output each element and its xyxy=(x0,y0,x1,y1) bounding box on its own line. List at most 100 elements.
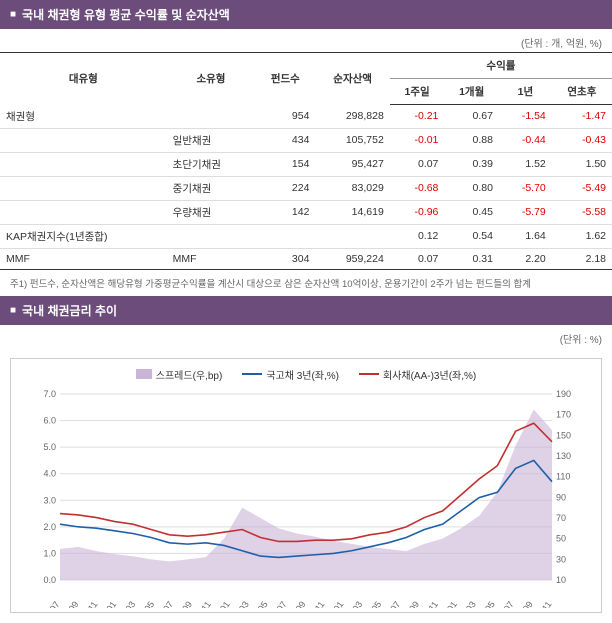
svg-text:19/03: 19/03 xyxy=(116,599,137,608)
svg-text:20/09: 20/09 xyxy=(287,599,308,608)
spread-swatch xyxy=(136,369,152,379)
table-cell: 105,752 xyxy=(315,128,389,152)
svg-text:10: 10 xyxy=(556,575,566,585)
svg-text:170: 170 xyxy=(556,409,571,419)
legend-spread-label: 스프레드(우,bp) xyxy=(156,367,223,382)
table-cell: MMF xyxy=(0,248,167,269)
table-cell: 우량채권 xyxy=(167,200,256,224)
table-cell: 0.31 xyxy=(444,248,499,269)
section2-unit: (단위 : %) xyxy=(0,325,612,348)
th-fundcount: 펀드수 xyxy=(255,53,315,105)
table-cell: MMF xyxy=(167,248,256,269)
table-cell: 2.18 xyxy=(552,248,612,269)
svg-text:21/07: 21/07 xyxy=(381,599,402,608)
chart-box: 스프레드(우,bp) 국고채 3년(좌,%) 회사채(AA-)3년(좌,%) 0… xyxy=(10,358,602,613)
legend-corp-label: 회사채(AA-)3년(좌,%) xyxy=(383,367,476,382)
th-month1: 1개월 xyxy=(444,79,499,105)
th-nav: 순자산액 xyxy=(315,53,389,105)
svg-text:3.0: 3.0 xyxy=(43,495,56,505)
svg-text:19/05: 19/05 xyxy=(135,599,156,608)
table-cell: -5.58 xyxy=(552,200,612,224)
table-cell: -1.54 xyxy=(499,105,552,129)
table-row: 일반채권434105,752-0.010.88-0.44-0.43 xyxy=(0,128,612,152)
table-cell: 142 xyxy=(255,200,315,224)
svg-text:22/07: 22/07 xyxy=(495,599,516,608)
section1-title: 국내 채권형 유형 평균 수익률 및 순자산액 xyxy=(22,6,230,23)
svg-text:70: 70 xyxy=(556,513,566,523)
table-cell: -0.68 xyxy=(390,176,445,200)
table-cell: -0.21 xyxy=(390,105,445,129)
table-cell: 초단기채권 xyxy=(167,152,256,176)
table-cell: 0.07 xyxy=(390,248,445,269)
svg-text:19/07: 19/07 xyxy=(154,599,175,608)
section2-title: 국내 채권금리 추이 xyxy=(22,302,117,319)
table-cell: -0.96 xyxy=(390,200,445,224)
svg-text:7.0: 7.0 xyxy=(43,389,56,399)
legend-corp: 회사채(AA-)3년(좌,%) xyxy=(359,367,476,382)
line-chart: 0.01.02.03.04.05.06.07.01030507090110130… xyxy=(17,388,595,608)
bond-table: 대유형 소유형 펀드수 순자산액 수익률 1주일 1개월 1년 연초후 채권형9… xyxy=(0,52,612,270)
svg-text:20/07: 20/07 xyxy=(268,599,289,608)
legend-govt-label: 국고채 3년(좌,%) xyxy=(266,367,339,382)
table-cell: 중기채권 xyxy=(167,176,256,200)
svg-text:21/03: 21/03 xyxy=(343,599,364,608)
table-cell: 434 xyxy=(255,128,315,152)
svg-text:20/03: 20/03 xyxy=(230,599,251,608)
svg-text:5.0: 5.0 xyxy=(43,442,56,452)
corp-swatch xyxy=(359,373,379,375)
table-row: 채권형954298,828-0.210.67-1.54-1.47 xyxy=(0,105,612,129)
legend-govt: 국고채 3년(좌,%) xyxy=(242,367,339,382)
chart-container: 스프레드(우,bp) 국고채 3년(좌,%) 회사채(AA-)3년(좌,%) 0… xyxy=(0,348,612,623)
svg-text:2.0: 2.0 xyxy=(43,521,56,531)
svg-text:130: 130 xyxy=(556,451,571,461)
svg-text:19/01: 19/01 xyxy=(97,599,118,608)
table-cell: 0.39 xyxy=(444,152,499,176)
table-cell: 954 xyxy=(255,105,315,129)
table-cell xyxy=(167,105,256,129)
table-cell: 0.07 xyxy=(390,152,445,176)
table-cell xyxy=(0,152,167,176)
table-cell: 0.54 xyxy=(444,224,499,248)
table-cell: 83,029 xyxy=(315,176,389,200)
svg-text:150: 150 xyxy=(556,430,571,440)
table-cell xyxy=(167,224,256,248)
section1-header: 국내 채권형 유형 평균 수익률 및 순자산액 xyxy=(0,0,612,29)
table-cell: 95,427 xyxy=(315,152,389,176)
table-cell: 1.64 xyxy=(499,224,552,248)
svg-text:21/09: 21/09 xyxy=(400,599,421,608)
svg-text:0.0: 0.0 xyxy=(43,575,56,585)
section1-unit: (단위 : 개, 억원, %) xyxy=(0,29,612,52)
table-cell: -0.01 xyxy=(390,128,445,152)
table-row: 우량채권14214,619-0.960.45-5.79-5.58 xyxy=(0,200,612,224)
svg-text:18/09: 18/09 xyxy=(59,599,80,608)
table-cell xyxy=(0,128,167,152)
table-cell: 2.20 xyxy=(499,248,552,269)
table-cell: 959,224 xyxy=(315,248,389,269)
table-cell: 채권형 xyxy=(0,105,167,129)
svg-text:19/11: 19/11 xyxy=(192,599,213,608)
th-group1: 대유형 xyxy=(0,53,167,105)
footnote: 주1) 펀드수, 순자산액은 해당유형 가중평균수익률을 계산시 대상으로 삼은… xyxy=(0,270,612,296)
table-row: MMFMMF304959,2240.070.312.202.18 xyxy=(0,248,612,269)
table-cell: -5.49 xyxy=(552,176,612,200)
svg-text:22/09: 22/09 xyxy=(514,599,535,608)
table-row: 중기채권22483,029-0.680.80-5.70-5.49 xyxy=(0,176,612,200)
table-cell: -0.43 xyxy=(552,128,612,152)
chart-legend: 스프레드(우,bp) 국고채 3년(좌,%) 회사채(AA-)3년(좌,%) xyxy=(17,367,595,382)
svg-text:22/05: 22/05 xyxy=(476,599,497,608)
svg-text:19/09: 19/09 xyxy=(173,599,194,608)
svg-text:20/05: 20/05 xyxy=(249,599,270,608)
table-cell: 1.62 xyxy=(552,224,612,248)
table-cell xyxy=(255,224,315,248)
svg-text:18/11: 18/11 xyxy=(79,599,100,608)
legend-spread: 스프레드(우,bp) xyxy=(136,367,223,382)
svg-text:20/01: 20/01 xyxy=(211,599,232,608)
svg-text:21/11: 21/11 xyxy=(419,599,440,608)
svg-text:22/03: 22/03 xyxy=(457,599,478,608)
th-ytd: 연초후 xyxy=(552,79,612,105)
th-return: 수익률 xyxy=(390,53,612,79)
svg-text:22/11: 22/11 xyxy=(533,599,554,608)
table-cell: -0.44 xyxy=(499,128,552,152)
table-cell xyxy=(0,200,167,224)
svg-text:1.0: 1.0 xyxy=(43,548,56,558)
